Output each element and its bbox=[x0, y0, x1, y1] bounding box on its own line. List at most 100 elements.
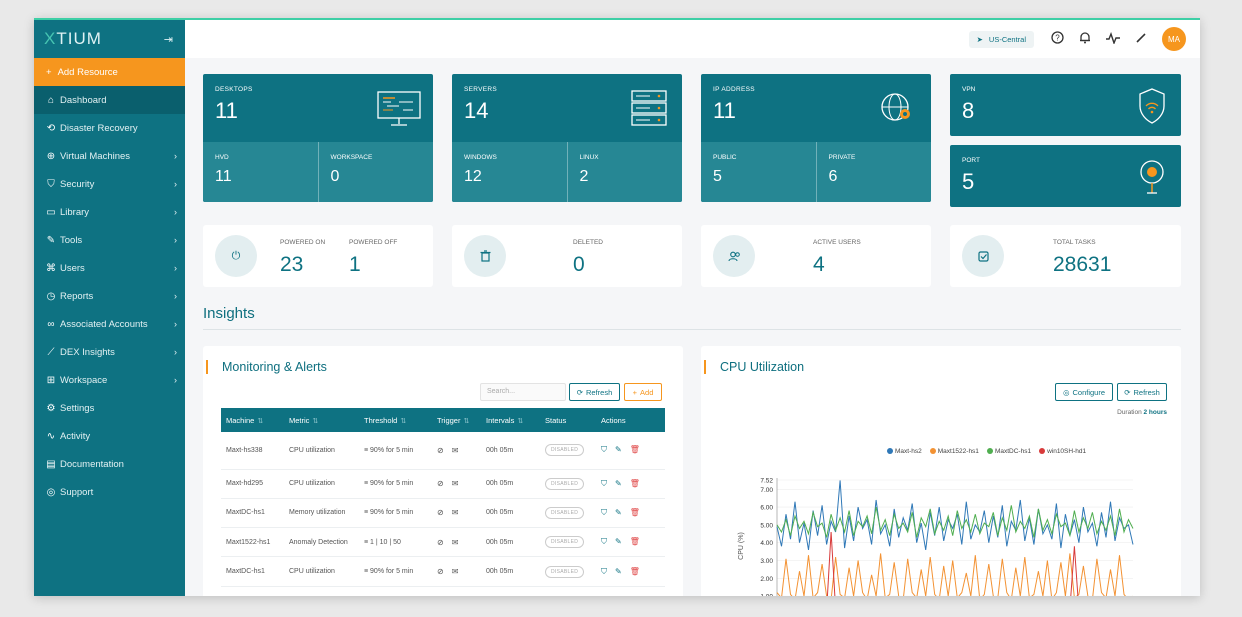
monitoring-refresh-button[interactable]: ⟳ Refresh bbox=[569, 383, 620, 401]
email-icon[interactable]: ✉ bbox=[451, 445, 459, 455]
column-header-threshold[interactable]: Threshold ⇅ bbox=[359, 408, 432, 432]
edit-icon[interactable]: ✎ bbox=[615, 507, 622, 517]
sidebar-item-documentation[interactable]: ▤ Documentation bbox=[34, 450, 185, 478]
shield-view-icon[interactable]: ⛉ bbox=[601, 478, 607, 488]
no-trigger-icon[interactable]: ⊘ bbox=[437, 479, 444, 489]
workspace-stat: WORKSPACE 0 bbox=[317, 142, 434, 202]
add-resource-button[interactable]: + Add Resource bbox=[34, 58, 185, 86]
deleted-label: DELETED bbox=[573, 239, 603, 246]
status-badge[interactable]: DISABLED bbox=[545, 477, 585, 490]
sidebar-item-workspace[interactable]: ⊞ Workspace › bbox=[34, 366, 185, 394]
monitoring-search-input[interactable]: Search... bbox=[480, 383, 566, 401]
edit-pen-icon[interactable] bbox=[1134, 32, 1148, 47]
sidebar-item-settings[interactable]: ⚙ Settings bbox=[34, 394, 185, 422]
edit-icon[interactable]: ✎ bbox=[615, 445, 622, 455]
y-axis-label: CPU (%) bbox=[738, 532, 745, 560]
status-badge[interactable]: DISABLED bbox=[545, 565, 585, 578]
power-state-card[interactable]: ⏻ POWERED ON 23 POWERED OFF 1 bbox=[203, 225, 433, 287]
no-trigger-icon[interactable]: ⊘ bbox=[437, 567, 444, 577]
desktops-card[interactable]: DESKTOPS 11 HVD 11 WORKSPACE 0 bbox=[203, 74, 433, 202]
help-icon[interactable]: ? bbox=[1050, 31, 1064, 47]
hvd-stat: HVD 11 bbox=[203, 142, 318, 202]
chevron-right-icon: › bbox=[174, 375, 177, 385]
column-header-metric[interactable]: Metric ⇅ bbox=[284, 408, 359, 432]
desktops-label: DESKTOPS bbox=[215, 86, 253, 93]
sidebar-item-security[interactable]: ⛉ Security › bbox=[34, 170, 185, 198]
cpu-refresh-button[interactable]: ⟳ Refresh bbox=[1117, 383, 1167, 401]
status-cell: DISABLED bbox=[540, 528, 596, 557]
shield-view-icon[interactable]: ⛉ bbox=[601, 445, 607, 455]
email-icon[interactable]: ✉ bbox=[451, 567, 459, 577]
shield-view-icon[interactable]: ⛉ bbox=[601, 537, 607, 547]
delete-icon[interactable]: 🗑 bbox=[629, 478, 640, 488]
status-badge[interactable]: DISABLED bbox=[545, 444, 585, 457]
column-header-intervals[interactable]: Intervals ⇅ bbox=[481, 408, 540, 432]
collapse-sidebar-icon[interactable]: ⇥ bbox=[163, 33, 173, 46]
y-tick-label: 6.00 bbox=[760, 505, 773, 512]
no-trigger-icon[interactable]: ⊘ bbox=[437, 537, 444, 547]
activity-pulse-icon[interactable] bbox=[1106, 31, 1120, 47]
edit-icon[interactable]: ✎ bbox=[615, 478, 622, 488]
status-badge[interactable]: DISABLED bbox=[545, 536, 585, 549]
monitoring-add-button[interactable]: + Add bbox=[624, 383, 662, 401]
legend-item[interactable]: win10SH-hd1 bbox=[1039, 448, 1086, 455]
interval-cell: 00h 05m bbox=[486, 568, 514, 576]
delete-icon[interactable]: 🗑 bbox=[629, 537, 640, 547]
column-header-trigger[interactable]: Trigger ⇅ bbox=[432, 408, 481, 432]
total-tasks-card[interactable]: TOTAL TASKS 28631 bbox=[950, 225, 1181, 287]
legend-item[interactable]: Maxt-hs2 bbox=[887, 448, 922, 455]
email-icon[interactable]: ✉ bbox=[451, 479, 459, 489]
configure-button[interactable]: ◎ Configure bbox=[1055, 383, 1113, 401]
sidebar-item-support[interactable]: ◎ Support bbox=[34, 478, 185, 506]
legend-item[interactable]: MaxtDC-hs1 bbox=[986, 448, 1031, 455]
sidebar-item-dex-insights[interactable]: ⟋ DEX Insights › bbox=[34, 338, 185, 366]
column-header-machine[interactable]: Machine ⇅ bbox=[221, 408, 284, 432]
column-header-status[interactable]: Status bbox=[540, 408, 596, 432]
servers-label: SERVERS bbox=[464, 86, 498, 93]
delete-icon[interactable]: 🗑 bbox=[629, 566, 640, 576]
sidebar-item-library[interactable]: ▭ Library › bbox=[34, 198, 185, 226]
deleted-card[interactable]: DELETED 0 bbox=[452, 225, 682, 287]
ip-address-card[interactable]: IP ADDRESS 11 PUBLIC 5 PRIVATE 6 bbox=[701, 74, 931, 202]
sidebar-item-dashboard[interactable]: ⌂ Dashboard bbox=[34, 86, 185, 114]
email-icon[interactable]: ✉ bbox=[451, 537, 459, 547]
actions-cell: ⛉ ✎ 🗑 bbox=[596, 557, 665, 586]
chevron-right-icon: › bbox=[174, 235, 177, 245]
no-trigger-icon[interactable]: ⊘ bbox=[437, 508, 444, 518]
configure-label: Configure bbox=[1072, 387, 1106, 397]
delete-icon[interactable]: 🗑 bbox=[629, 445, 640, 455]
sidebar-item-disaster-recovery[interactable]: ⟲ Disaster Recovery bbox=[34, 114, 185, 142]
logo[interactable]: XTIUM bbox=[44, 29, 102, 49]
y-tick-label: 4.00 bbox=[760, 540, 773, 547]
status-badge[interactable]: DISABLED bbox=[545, 506, 585, 519]
edit-icon[interactable]: ✎ bbox=[615, 537, 622, 547]
legend-item[interactable]: Maxt1522-hs1 bbox=[929, 448, 979, 455]
region-selector[interactable]: ➤ US-Central bbox=[968, 30, 1034, 48]
desktop-monitor-icon bbox=[377, 91, 421, 126]
sidebar-item-reports[interactable]: ◷ Reports › bbox=[34, 282, 185, 310]
sidebar-item-users[interactable]: ⌘ Users › bbox=[34, 254, 185, 282]
port-card[interactable]: PORT 5 bbox=[950, 145, 1181, 207]
users-icon bbox=[713, 235, 755, 277]
servers-card[interactable]: SERVERS 14 WINDOWS 12 LINUX 2 bbox=[452, 74, 682, 202]
threshold-cell: ≡ 1 | 10 | 50 bbox=[364, 538, 401, 546]
shield-view-icon[interactable]: ⛉ bbox=[601, 566, 607, 576]
sidebar-item-tools[interactable]: ✎ Tools › bbox=[34, 226, 185, 254]
legend-label: win10SH-hd1 bbox=[1047, 448, 1087, 455]
bell-icon[interactable] bbox=[1078, 31, 1092, 47]
sidebar-item-virtual-machines[interactable]: ⊕ Virtual Machines › bbox=[34, 142, 185, 170]
active-users-card[interactable]: ACTIVE USERS 4 bbox=[701, 225, 931, 287]
cpu-refresh-label: Refresh bbox=[1133, 387, 1160, 397]
no-trigger-icon[interactable]: ⊘ bbox=[437, 445, 444, 455]
sidebar-item-activity[interactable]: ∿ Activity bbox=[34, 422, 185, 450]
delete-icon[interactable]: 🗑 bbox=[629, 507, 640, 517]
sidebar-item-associated-accounts[interactable]: ∞ Associated Accounts › bbox=[34, 310, 185, 338]
vpn-card[interactable]: VPN 8 bbox=[950, 74, 1181, 136]
user-avatar[interactable]: MA bbox=[1162, 27, 1186, 51]
chevron-right-icon: › bbox=[174, 291, 177, 301]
edit-icon[interactable]: ✎ bbox=[615, 566, 622, 576]
email-icon[interactable]: ✉ bbox=[451, 508, 459, 518]
shield-view-icon[interactable]: ⛉ bbox=[601, 507, 607, 517]
column-header-actions[interactable]: Actions bbox=[596, 408, 665, 432]
metric-cell: CPU utilization bbox=[289, 446, 335, 454]
